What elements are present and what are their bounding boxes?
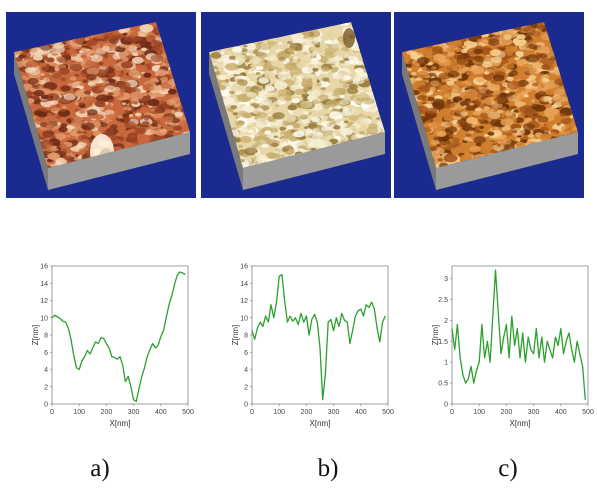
y-tick-label: 8 bbox=[244, 333, 248, 340]
y-tick-label: 2 bbox=[444, 318, 448, 325]
x-tick-label: 0 bbox=[250, 409, 254, 416]
afm-surface-image bbox=[6, 12, 196, 198]
profile-line bbox=[51, 271, 186, 403]
x-tick-label: 200 bbox=[101, 409, 113, 416]
caption-c: c) bbox=[498, 455, 518, 482]
x-axis-label: X[nm] bbox=[110, 419, 131, 428]
x-tick-label: 0 bbox=[450, 409, 454, 416]
y-tick-label: 0 bbox=[244, 402, 248, 409]
y-tick-label: 0 bbox=[444, 402, 448, 409]
plot-frame bbox=[51, 265, 189, 405]
profile-chart-svg: 0 0.5 1 1.5 2 2.5 3 0 100 200 300 400 500 X[nm] Z[nm] bbox=[431, 265, 594, 428]
y-tick-label: 1 bbox=[444, 360, 448, 367]
base-front bbox=[48, 132, 190, 190]
x-tick-label: 400 bbox=[355, 409, 367, 416]
x-tick-label: 500 bbox=[382, 409, 394, 416]
x-tick-label: 100 bbox=[273, 409, 285, 416]
x-tick-label: 0 bbox=[50, 409, 54, 416]
caption-a: a) bbox=[90, 455, 110, 482]
caption-b: b) bbox=[317, 455, 339, 482]
y-tick-label: 0.5 bbox=[438, 381, 448, 388]
y-tick-label: 12 bbox=[240, 298, 248, 305]
profile-chart-svg: 0 2 4 6 8 10 12 14 16 0 100 200 300 400 500 X[nm] Z[nm] bbox=[31, 264, 194, 429]
profile-line bbox=[451, 269, 586, 400]
x-axis-label: X[nm] bbox=[510, 419, 531, 428]
y-axis-label: Z[nm] bbox=[231, 325, 240, 345]
y-tick-label: 0 bbox=[44, 402, 48, 409]
y-tick-label: 2 bbox=[44, 384, 48, 391]
y-tick-label: 1.5 bbox=[438, 339, 448, 346]
profile-chart-b: 0 2 4 6 8 10 12 14 16 0 100 200 300 400 500 X[nm] Z[nm] bbox=[230, 258, 420, 448]
y-tick-label: 3 bbox=[444, 276, 448, 283]
y-tick-label: 8 bbox=[44, 333, 48, 340]
y-tick-label: 2 bbox=[244, 384, 248, 391]
x-tick-label: 300 bbox=[128, 409, 140, 416]
surface-texture bbox=[14, 22, 190, 168]
plot-frame bbox=[451, 265, 589, 405]
profile-line bbox=[251, 273, 386, 401]
profile-chart-c: 0 0.5 1 1.5 2 2.5 3 0 100 200 300 400 500 X[nm] Z[nm] bbox=[430, 258, 597, 448]
y-tick-label: 16 bbox=[40, 264, 48, 271]
surface-texture bbox=[209, 22, 385, 168]
y-tick-label: 2.5 bbox=[438, 297, 448, 304]
x-tick-label: 400 bbox=[155, 409, 167, 416]
base-side bbox=[402, 52, 436, 190]
y-tick-label: 12 bbox=[40, 298, 48, 305]
y-tick-label: 4 bbox=[244, 367, 248, 374]
x-tick-label: 500 bbox=[182, 409, 194, 416]
x-tick-label: 300 bbox=[328, 409, 340, 416]
x-tick-label: 200 bbox=[301, 409, 313, 416]
y-tick-label: 14 bbox=[240, 281, 248, 288]
afm-surface-a bbox=[6, 12, 196, 198]
base-side bbox=[14, 52, 48, 190]
afm-surface-image bbox=[201, 12, 391, 198]
base-front bbox=[436, 132, 578, 190]
x-tick-label: 100 bbox=[473, 409, 485, 416]
y-tick-label: 16 bbox=[240, 264, 248, 271]
y-tick-label: 14 bbox=[40, 281, 48, 288]
x-tick-label: 400 bbox=[555, 409, 567, 416]
y-tick-label: 6 bbox=[44, 350, 48, 357]
x-tick-label: 300 bbox=[528, 409, 540, 416]
y-tick-label: 4 bbox=[44, 367, 48, 374]
x-axis-label: X[nm] bbox=[310, 419, 331, 428]
y-tick-label: 6 bbox=[244, 350, 248, 357]
base-front bbox=[243, 132, 385, 190]
y-tick-label: 10 bbox=[40, 315, 48, 322]
afm-surface-b bbox=[201, 12, 391, 198]
x-tick-label: 200 bbox=[501, 409, 513, 416]
surface-texture bbox=[402, 22, 578, 168]
y-axis-label: Z[nm] bbox=[431, 325, 440, 345]
x-tick-label: 500 bbox=[582, 409, 594, 416]
profile-chart-svg: 0 2 4 6 8 10 12 14 16 0 100 200 300 400 500 X[nm] Z[nm] bbox=[231, 264, 394, 429]
base-side bbox=[209, 52, 243, 190]
y-axis-label: Z[nm] bbox=[31, 325, 40, 345]
afm-surface-c bbox=[394, 12, 584, 198]
x-tick-label: 100 bbox=[73, 409, 85, 416]
y-tick-label: 10 bbox=[240, 315, 248, 322]
afm-surface-image bbox=[394, 12, 584, 198]
profile-chart-a: 0 2 4 6 8 10 12 14 16 0 100 200 300 400 500 X[nm] Z[nm] bbox=[30, 258, 220, 448]
plot-frame bbox=[251, 265, 389, 405]
